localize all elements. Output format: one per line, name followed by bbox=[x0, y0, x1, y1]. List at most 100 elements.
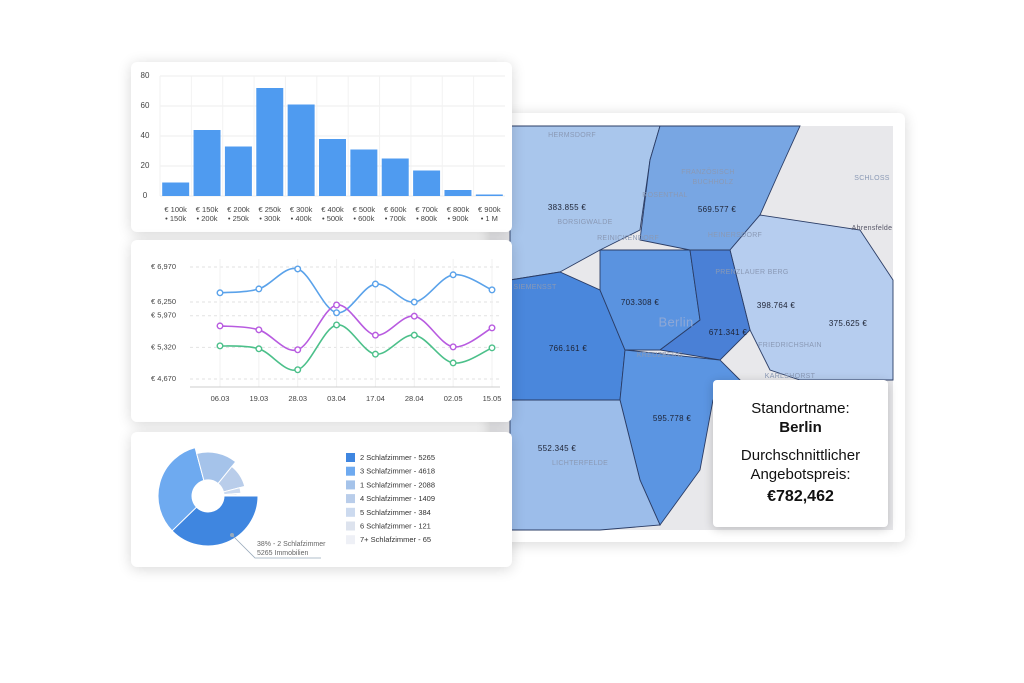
point bbox=[294, 346, 302, 354]
x-tick-label: 28.03 bbox=[288, 394, 307, 403]
bar bbox=[444, 190, 472, 196]
x-tick-label: € 800k • 900k bbox=[446, 205, 470, 223]
point bbox=[410, 331, 418, 339]
annotation: 38% - 2 Schlafzimmer bbox=[257, 541, 326, 548]
line-chart: € 4,670 € 5,320 € 5,970 € 6,250 € 6,970 06.03… bbox=[151, 259, 502, 403]
x-tick-label: 17.04 bbox=[366, 394, 385, 403]
legend-swatch bbox=[346, 535, 355, 545]
bar bbox=[287, 104, 315, 196]
tooltip-metric: Durchschnittlicher Angebotspreis: bbox=[740, 447, 861, 483]
place: KARLSHORST bbox=[765, 373, 816, 380]
bar-chart: 0 20 40 60 80 bbox=[141, 71, 505, 200]
y-tick-label: € 5,320 bbox=[151, 342, 176, 351]
x-tick-label: 02.05 bbox=[444, 394, 463, 403]
point bbox=[488, 324, 496, 332]
slice bbox=[223, 494, 236, 497]
point bbox=[216, 342, 224, 350]
point bbox=[488, 344, 496, 352]
map-card: HERMSDORF BORSIGWALDE REINICKENDORF FRAN… bbox=[490, 113, 905, 542]
point bbox=[488, 286, 496, 294]
point bbox=[449, 359, 457, 367]
x-tick-label: € 300k • 400k bbox=[289, 205, 313, 223]
donut-card: 2 Schlafzimmer - 5265 3 Schlafzimmer - 46… bbox=[131, 432, 512, 567]
x-tick-label: € 150k • 200k bbox=[195, 205, 219, 223]
bar-card: 0 20 40 60 80 € 100k • 150k € 150k • 200k € 200… bbox=[131, 62, 512, 232]
place: SIEMENSST bbox=[513, 284, 557, 291]
place: Ahrensfelde bbox=[852, 225, 893, 232]
bar bbox=[256, 88, 284, 196]
slice bbox=[171, 495, 259, 547]
annotation: 5265 Immobilien bbox=[257, 550, 308, 557]
point bbox=[371, 331, 379, 339]
bar bbox=[193, 130, 221, 196]
bar bbox=[224, 146, 252, 196]
x-tick-label: € 700k • 800k bbox=[415, 205, 438, 223]
legend-swatch bbox=[346, 521, 355, 531]
point bbox=[333, 301, 341, 309]
point bbox=[294, 366, 302, 374]
point bbox=[410, 298, 418, 306]
legend-label: 5 Schlafzimmer - 384 bbox=[360, 508, 431, 517]
place: HERMSDORF bbox=[548, 132, 596, 139]
y-tick-label: 40 bbox=[141, 131, 150, 140]
place: Berlin bbox=[658, 314, 693, 329]
x-tick-label: € 500k • 600k bbox=[352, 205, 376, 223]
point bbox=[294, 265, 302, 273]
price-label: 552.345 € bbox=[538, 444, 577, 453]
legend-swatch bbox=[346, 480, 355, 490]
place: FRANZÖSISCH bbox=[681, 168, 734, 176]
legend-label: 1 Schlafzimmer - 2088 bbox=[360, 480, 435, 489]
map: HERMSDORF BORSIGWALDE REINICKENDORF FRAN… bbox=[490, 125, 894, 531]
price-label: 766.161 € bbox=[549, 344, 588, 353]
place: SCHLOSS bbox=[854, 175, 890, 182]
legend-label: 7+ Schlafzimmer - 65 bbox=[360, 535, 431, 544]
place: BORSIGWALDE bbox=[557, 219, 612, 226]
legend-swatch bbox=[346, 453, 355, 462]
y-tick-label: 60 bbox=[141, 101, 150, 110]
place: PRENZLAUER BERG bbox=[715, 269, 788, 276]
x-tick-label: € 250k • 300k bbox=[258, 205, 282, 223]
point bbox=[255, 285, 263, 293]
bar bbox=[162, 182, 190, 196]
x-tick-label: 15.05 bbox=[483, 394, 502, 403]
slice bbox=[196, 451, 237, 485]
legend-label: 2 Schlafzimmer - 5265 bbox=[360, 453, 435, 462]
bar bbox=[319, 139, 346, 196]
point bbox=[333, 309, 341, 317]
bar bbox=[413, 170, 441, 196]
line bbox=[219, 324, 493, 371]
price-label: 595.778 € bbox=[653, 414, 692, 423]
place: FRIEDRICHSHAIN bbox=[758, 342, 822, 349]
y-tick-label: € 6,970 bbox=[151, 262, 176, 271]
place: KREUZBERG bbox=[637, 352, 683, 359]
legend-swatch bbox=[346, 507, 355, 517]
point bbox=[255, 345, 263, 353]
y-tick-label: 0 bbox=[143, 191, 148, 200]
place: ROSENTHAL bbox=[642, 192, 688, 199]
place: LICHTERFELDE bbox=[552, 460, 608, 467]
y-tick-label: € 6,250 bbox=[151, 297, 176, 306]
point bbox=[333, 321, 341, 329]
x-tick-label: € 200k • 250k bbox=[227, 205, 250, 223]
line bbox=[219, 304, 493, 352]
tooltip: Standortname: Berlin Durchschnittlicher … bbox=[713, 380, 888, 527]
y-tick-label: € 4,670 bbox=[151, 374, 176, 383]
point bbox=[255, 326, 263, 334]
price-label: 703.308 € bbox=[621, 298, 660, 307]
price-label: 398.764 € bbox=[757, 301, 796, 310]
x-tick-label: 03.04 bbox=[327, 394, 346, 403]
legend-swatch bbox=[346, 494, 355, 504]
legend-label: 3 Schlafzimmer - 4618 bbox=[360, 467, 435, 476]
price-label: 671.341 € bbox=[709, 328, 748, 337]
legend-label: 6 Schlafzimmer - 121 bbox=[360, 521, 431, 530]
point bbox=[449, 343, 457, 351]
place: BUCHHOLZ bbox=[693, 179, 734, 186]
line-card: € 4,670 € 5,320 € 5,970 € 6,250 € 6,970 06.03… bbox=[131, 240, 512, 422]
slice bbox=[157, 447, 205, 532]
price-label: 569.577 € bbox=[698, 205, 737, 214]
point bbox=[371, 350, 379, 358]
donut-chart: 2 Schlafzimmer - 5265 3 Schlafzimmer - 46… bbox=[157, 447, 435, 559]
x-tick-label: 19.03 bbox=[249, 394, 268, 403]
legend-swatch bbox=[346, 466, 355, 476]
legend-label: 4 Schlafzimmer - 1409 bbox=[360, 494, 435, 503]
